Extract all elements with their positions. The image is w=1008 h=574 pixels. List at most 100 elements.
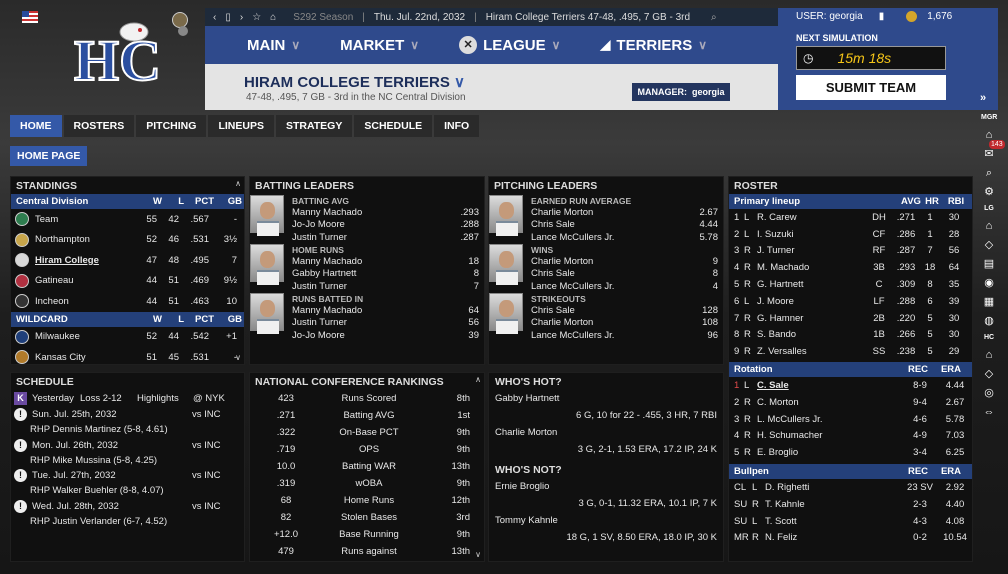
standings-row[interactable]: Kansas City 51 45 .531 - (11, 347, 244, 368)
lineup-player[interactable]: I. Suzuki (757, 228, 794, 240)
player-photo[interactable] (250, 293, 284, 334)
hot-player[interactable]: Charlie Morton (495, 427, 558, 438)
player-photo[interactable] (489, 244, 523, 285)
home-icon[interactable]: ⌂ (985, 129, 993, 141)
lineup-row[interactable]: 2 L I. Suzuki CF .286 1 28 (729, 226, 972, 243)
lineup-row[interactable]: 5 R G. Hartnett C .309 8 35 (729, 276, 972, 293)
phone-icon[interactable]: ▯ (225, 11, 231, 23)
schedule-game[interactable]: ! Tue. Jul. 27th, 2032 vs INC RHP Walker Bu… (11, 468, 244, 499)
batting-leader-row[interactable]: Justin Turner 7 (292, 281, 479, 293)
mail-icon[interactable]: ✉ 143 (984, 140, 1005, 160)
tab-info[interactable]: INFO (434, 115, 480, 137)
info-icon[interactable]: ! (14, 408, 27, 421)
batting-leader-row[interactable]: Manny Machado .293 (292, 207, 479, 219)
calendar-icon[interactable]: ▦ (983, 296, 995, 308)
gear-icon[interactable]: ⚙ (984, 186, 994, 198)
bullpen-player[interactable]: N. Feliz (765, 532, 798, 544)
pitching-leader-player[interactable]: Charlie Morton (531, 207, 594, 218)
highlights-link[interactable]: Highlights (137, 393, 179, 404)
rotation-row[interactable]: 3 R L. McCullers Jr. 4-6 5.78 (729, 411, 972, 428)
tab-rosters[interactable]: ROSTERS (63, 115, 135, 137)
forward-icon[interactable]: › (239, 11, 244, 23)
pitching-leader-row[interactable]: Chris Sale 128 (531, 305, 718, 317)
double-chevron-right-icon[interactable]: » (980, 92, 987, 104)
pitching-leader-player[interactable]: Charlie Morton (531, 256, 594, 267)
star-icon[interactable]: ☆ (252, 11, 262, 23)
lineup-player[interactable]: G. Hamner (757, 312, 804, 324)
phone-icon[interactable]: ▮ (878, 11, 885, 22)
standings-team-name[interactable]: Hiram College (35, 254, 99, 266)
pitching-leader-player[interactable]: Lance McCullers Jr. (531, 231, 615, 243)
schedule-game[interactable]: ! Wed. Jul. 28th, 2032 vs INC RHP Justin Ve… (11, 499, 244, 530)
player-photo[interactable] (250, 244, 284, 285)
home-icon[interactable]: ⌂ (270, 11, 277, 23)
batting-leader-row[interactable]: Manny Machado 64 (292, 305, 479, 317)
tab-schedule[interactable]: SCHEDULE (354, 115, 433, 137)
news-icon[interactable]: ▤ (983, 258, 995, 270)
pitching-leader-row[interactable]: Lance McCullers Jr. 4 (531, 281, 718, 293)
rotation-player[interactable]: C. Morton (757, 396, 799, 408)
lineup-row[interactable]: 1 L R. Carew DH .271 1 30 (729, 209, 972, 226)
pitching-leader-row[interactable]: Lance McCullers Jr. 96 (531, 330, 718, 342)
diamond-icon[interactable]: ◇ (984, 239, 994, 251)
ball-icon[interactable]: ◉ (984, 277, 994, 289)
bullpen-player[interactable]: T. Kahnle (765, 498, 805, 510)
batting-leader-player[interactable]: Jo-Jo Moore (292, 219, 345, 231)
tab-home[interactable]: HOME (10, 115, 62, 137)
batting-leader-row[interactable]: Justin Turner 56 (292, 317, 479, 329)
submit-team-button[interactable]: SUBMIT TEAM (796, 75, 946, 100)
lineup-row[interactable]: 3 R J. Turner RF .287 7 56 (729, 243, 972, 260)
info-icon[interactable]: ! (14, 438, 27, 452)
nav-market[interactable]: MARKET ∨ (340, 36, 420, 54)
batting-leader-player[interactable]: Manny Machado (292, 256, 363, 267)
bullpen-row[interactable]: MR R N. Feliz 0-2 10.54 (729, 530, 972, 547)
tab-strategy[interactable]: STRATEGY (275, 115, 353, 137)
search-icon[interactable]: ⌕ (985, 167, 993, 179)
pitching-leader-row[interactable]: Chris Sale 4.44 (531, 219, 718, 231)
schedule-game[interactable]: ! Mon. Jul. 26th, 2032 vs INC RHP Mike Muss… (11, 438, 244, 469)
scroll-down-icon[interactable]: ∨ (235, 353, 241, 362)
pitching-leader-player[interactable]: Chris Sale (531, 219, 575, 231)
pitching-leader-row[interactable]: Charlie Morton 2.67 (531, 207, 718, 219)
pitching-leader-player[interactable]: Lance McCullers Jr. (531, 329, 615, 341)
batting-leader-player[interactable]: Justin Turner (292, 231, 347, 243)
pitching-leader-player[interactable]: Charlie Morton (531, 317, 594, 329)
lineup-row[interactable]: 8 R S. Bando 1B .266 5 30 (729, 327, 972, 344)
batting-leader-row[interactable]: Jo-Jo Moore 39 (292, 330, 479, 342)
rotation-row[interactable]: 5 R E. Broglio 3-4 6.25 (729, 444, 972, 461)
lineup-player[interactable]: S. Bando (757, 329, 797, 341)
bullpen-row[interactable]: SU L T. Scott 4-3 4.08 (729, 513, 972, 530)
nav-team[interactable]: ◢ TERRIERS ∨ (600, 36, 708, 54)
user-label[interactable]: USER: georgia (796, 11, 863, 22)
baseball-icon[interactable]: ◍ (984, 315, 994, 327)
swap-icon[interactable]: ⇔ (983, 406, 995, 418)
batting-leader-row[interactable]: Manny Machado 18 (292, 256, 479, 268)
batting-leader-player[interactable]: Justin Turner (292, 280, 347, 292)
player-photo[interactable] (250, 195, 284, 236)
back-icon[interactable]: ‹ (213, 11, 217, 23)
hot-player[interactable]: Gabby Hartnett (495, 393, 560, 404)
player-photo[interactable] (489, 195, 523, 236)
pitching-leader-row[interactable]: Lance McCullers Jr. 5.78 (531, 232, 718, 244)
standings-row[interactable]: Incheon 44 51 .463 10 (11, 291, 244, 312)
lineup-player[interactable]: J. Moore (757, 295, 794, 307)
rotation-row[interactable]: 4 R H. Schumacher 4-9 7.03 (729, 428, 972, 445)
batting-leader-row[interactable]: Jo-Jo Moore .288 (292, 219, 479, 231)
diamond-icon[interactable]: ◇ (984, 368, 994, 380)
info-icon[interactable]: ! (14, 469, 27, 482)
rotation-player[interactable]: C. Sale (757, 380, 789, 392)
lineup-row[interactable]: 6 L J. Moore LF .288 6 39 (729, 293, 972, 310)
standings-team-name[interactable]: Kansas City (35, 351, 86, 363)
batting-leader-player[interactable]: Justin Turner (292, 317, 347, 329)
home-icon[interactable]: ⌂ (985, 349, 993, 361)
standings-row[interactable]: Team 55 42 .567 - (11, 209, 244, 230)
trophy-icon[interactable] (172, 12, 192, 38)
pitching-leader-player[interactable]: Chris Sale (531, 305, 575, 316)
rotation-row[interactable]: 2 R C. Morton 9-4 2.67 (729, 394, 972, 411)
nav-league[interactable]: ✕ LEAGUE ∨ (439, 36, 580, 54)
bullpen-player[interactable]: T. Scott (765, 515, 797, 527)
standings-team-name[interactable]: Gatineau (35, 275, 74, 287)
standings-team-name[interactable]: Team (35, 213, 59, 225)
bullpen-player[interactable]: D. Righetti (765, 482, 810, 494)
standings-team-name[interactable]: Incheon (35, 295, 69, 307)
